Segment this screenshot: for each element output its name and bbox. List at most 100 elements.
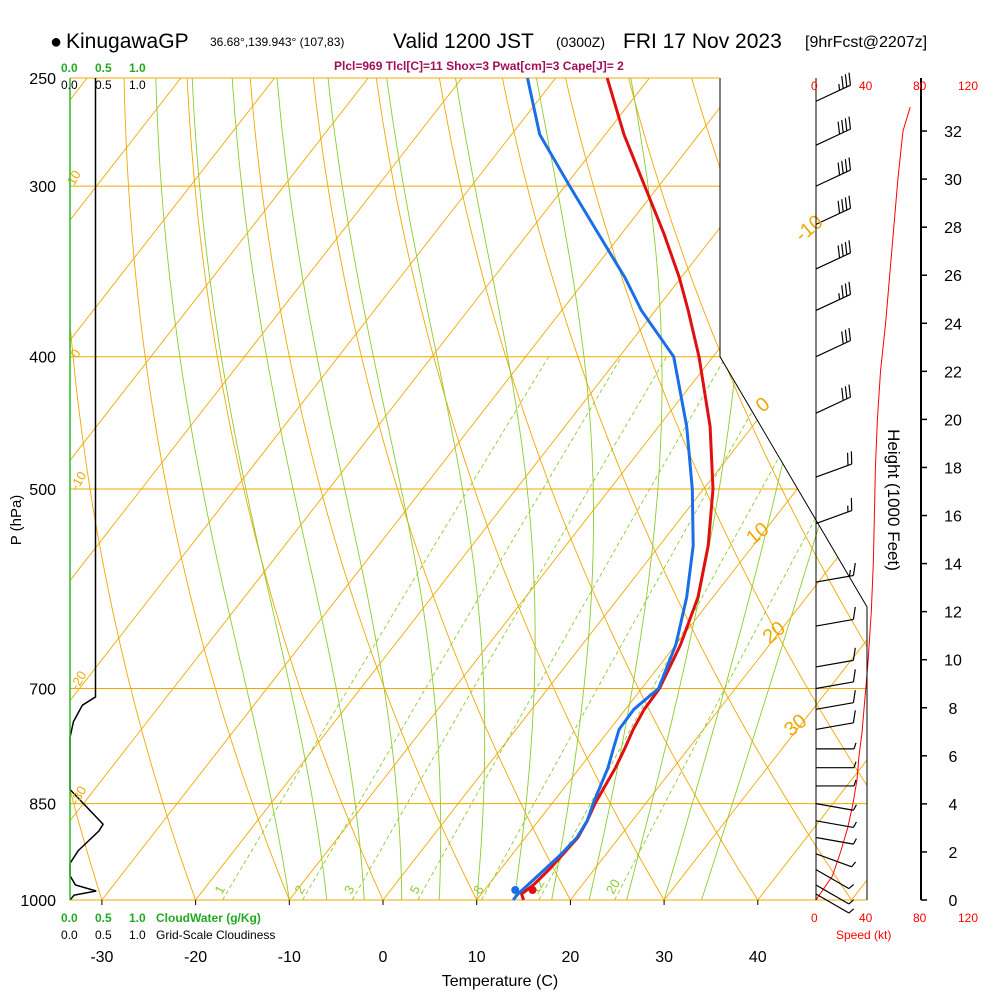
isotherm — [663, 78, 867, 900]
mixing-ratio-line — [481, 356, 784, 900]
pressure-tick-label: 500 — [29, 482, 56, 499]
height-tick-label: 20 — [944, 412, 962, 429]
barb-flag — [852, 606, 856, 620]
valid-time: Valid 1200 JST — [393, 30, 534, 53]
moist-adiabat — [327, 78, 442, 900]
wind-barb — [815, 195, 852, 225]
dry-adiabat — [0, 78, 8, 900]
left-isotherm-label: 10 — [64, 168, 84, 188]
header-bullet: ● — [50, 31, 62, 53]
barb-staff — [815, 869, 850, 890]
dry-adiabat — [565, 78, 867, 900]
zulu-time: (0300Z) — [556, 34, 605, 50]
moist-adiabat — [386, 78, 486, 900]
wind-barb — [815, 451, 853, 478]
dewpoint-line — [512, 77, 695, 901]
barb-flag — [844, 159, 848, 172]
barb-flag — [848, 327, 852, 341]
barb-half — [853, 779, 857, 787]
cloudiness-label: Grid-Scale Cloudiness — [156, 928, 275, 942]
height-tick-label: 28 — [944, 220, 962, 237]
isotherm — [757, 78, 867, 900]
x-tick-label: 40 — [749, 949, 767, 966]
mixing-ratio-label: 1 — [211, 883, 228, 897]
barb-flag — [852, 669, 856, 682]
barb-staff — [815, 803, 854, 811]
wind-barb — [815, 281, 852, 312]
pressure-tick-label: 850 — [29, 797, 56, 814]
mixing-ratio-line — [614, 356, 867, 900]
wind-barb — [816, 742, 857, 750]
x-tick-label: -20 — [184, 949, 207, 966]
stability-indices: Plcl=969 Tlcl[C]=11 Shox=3 Pwat[cm]=3 Ca… — [334, 59, 624, 73]
speed-top-0: 0 — [811, 79, 818, 93]
speed-bottom-40: 40 — [859, 911, 873, 925]
speed-top-40: 40 — [859, 79, 873, 93]
pressure-tick-label: 250 — [29, 71, 56, 88]
wind-barb — [815, 157, 852, 187]
wind-barb — [815, 562, 856, 583]
barb-flag — [848, 116, 852, 130]
dry-adiabat — [70, 78, 197, 900]
dry-adiabat — [944, 78, 1000, 900]
dry-adiabat — [249, 78, 478, 900]
height-tick-label: 6 — [949, 749, 958, 766]
height-tick-label: 12 — [944, 605, 962, 622]
height-tick-label: 0 — [949, 893, 958, 910]
barb-staff — [815, 836, 854, 845]
height-tick-label: 32 — [944, 124, 962, 141]
profile-lines — [511, 77, 715, 901]
surface-temperature-point — [528, 886, 537, 894]
barb-flag — [841, 199, 844, 212]
wind-barb — [815, 690, 856, 710]
pressure-tick-label: 1000 — [20, 893, 56, 910]
dry-adiabat — [312, 78, 571, 900]
barb-staff — [815, 722, 854, 731]
barb-flag — [844, 283, 848, 297]
barb-flag — [848, 281, 852, 295]
isotherm — [70, 78, 182, 900]
wind-barb — [816, 779, 857, 787]
barb-half — [838, 83, 841, 91]
height-tick-label: 26 — [944, 268, 962, 285]
barb-half — [848, 569, 852, 577]
isotherm-label: -10 — [791, 211, 827, 246]
height-tick-label: 10 — [944, 653, 962, 670]
wind-barb — [815, 820, 857, 829]
height-tick-label: 22 — [944, 364, 962, 381]
barb-staff — [815, 84, 851, 102]
moist-adiabat — [588, 78, 663, 900]
barb-flag — [837, 162, 841, 176]
speed-bottom-120: 120 — [958, 911, 978, 925]
isotherm — [70, 78, 275, 900]
isotherm-label: 0 — [752, 393, 775, 417]
speed-bottom-80: 80 — [913, 911, 927, 925]
barb-half — [853, 742, 857, 750]
wind-barb — [815, 869, 855, 890]
dry-adiabat — [438, 78, 759, 900]
wind-barb — [815, 803, 857, 811]
wind-barb — [815, 72, 852, 102]
cloudiness-top-0: 0.0 — [61, 78, 78, 92]
x-tick-label: 0 — [379, 949, 388, 966]
barb-half — [848, 899, 855, 905]
height-tick-label: 2 — [949, 845, 958, 862]
dry-adiabat — [70, 78, 103, 900]
barb-staff — [815, 618, 854, 627]
speed-profile-panel — [815, 106, 911, 901]
speed-top-120: 120 — [958, 79, 978, 93]
height-tick-label: 24 — [944, 316, 962, 333]
height-tick-label: 14 — [944, 557, 962, 574]
barb-flag — [848, 72, 852, 86]
wind-barb — [815, 710, 856, 731]
wind-barb — [815, 116, 852, 146]
barb-staff — [815, 463, 852, 478]
cloudiness-top-1: 1.0 — [129, 78, 146, 92]
barb-half — [838, 293, 841, 300]
wind-barb — [815, 606, 856, 627]
height-tick-label: 8 — [949, 701, 958, 718]
mixing-ratio-label: 5 — [406, 883, 423, 897]
barb-flag — [852, 647, 856, 661]
moist-adiabat — [701, 78, 867, 900]
